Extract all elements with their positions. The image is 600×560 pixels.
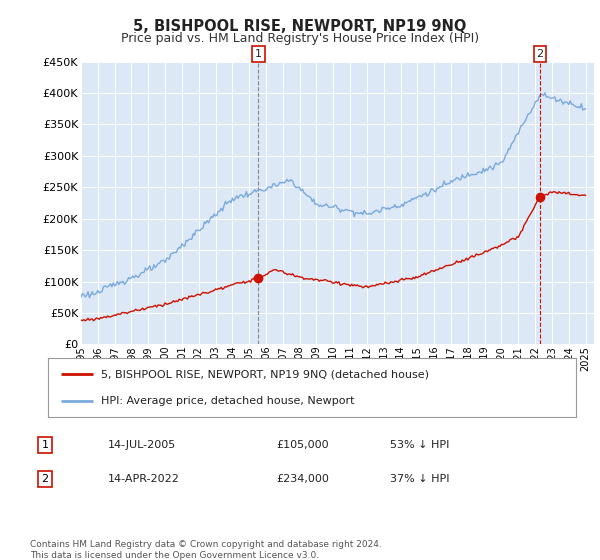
- Text: £105,000: £105,000: [276, 440, 329, 450]
- Text: £234,000: £234,000: [276, 474, 329, 484]
- Text: 14-JUL-2005: 14-JUL-2005: [108, 440, 176, 450]
- Text: 37% ↓ HPI: 37% ↓ HPI: [390, 474, 449, 484]
- Text: 2: 2: [536, 49, 544, 59]
- Text: 1: 1: [255, 49, 262, 59]
- Text: 14-APR-2022: 14-APR-2022: [108, 474, 180, 484]
- Text: 1: 1: [41, 440, 49, 450]
- Text: HPI: Average price, detached house, Newport: HPI: Average price, detached house, Newp…: [101, 396, 354, 407]
- Text: 2: 2: [41, 474, 49, 484]
- Text: Price paid vs. HM Land Registry's House Price Index (HPI): Price paid vs. HM Land Registry's House …: [121, 32, 479, 45]
- Text: 5, BISHPOOL RISE, NEWPORT, NP19 9NQ (detached house): 5, BISHPOOL RISE, NEWPORT, NP19 9NQ (det…: [101, 369, 429, 379]
- Text: 5, BISHPOOL RISE, NEWPORT, NP19 9NQ: 5, BISHPOOL RISE, NEWPORT, NP19 9NQ: [133, 19, 467, 34]
- Text: Contains HM Land Registry data © Crown copyright and database right 2024.
This d: Contains HM Land Registry data © Crown c…: [30, 540, 382, 560]
- Text: 53% ↓ HPI: 53% ↓ HPI: [390, 440, 449, 450]
